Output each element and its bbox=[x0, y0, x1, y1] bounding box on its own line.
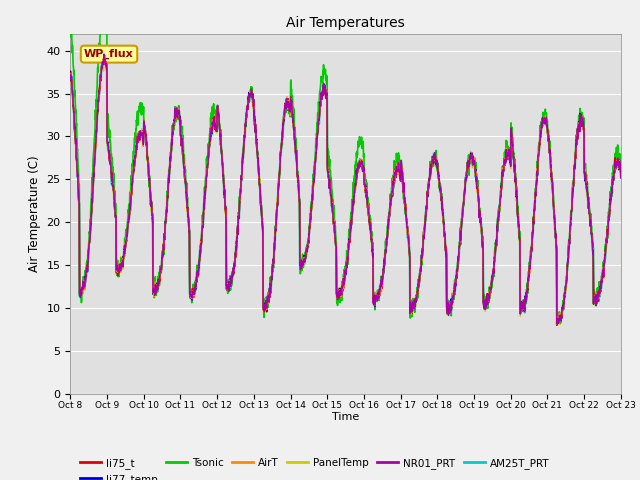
Text: WP_flux: WP_flux bbox=[84, 49, 134, 59]
X-axis label: Time: Time bbox=[332, 412, 359, 421]
Title: Air Temperatures: Air Temperatures bbox=[286, 16, 405, 30]
Y-axis label: Air Temperature (C): Air Temperature (C) bbox=[28, 156, 41, 272]
Legend: li75_t, li77_temp, Tsonic, AirT, PanelTemp, NR01_PRT, AM25T_PRT: li75_t, li77_temp, Tsonic, AirT, PanelTe… bbox=[76, 454, 554, 480]
